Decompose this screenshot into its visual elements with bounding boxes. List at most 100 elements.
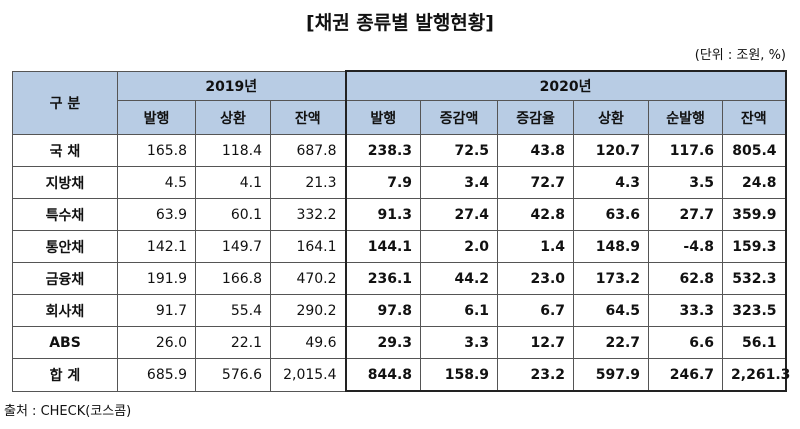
cell-value: 91.7 (117, 294, 196, 327)
cell-value: 7.9 (344, 166, 422, 199)
cell-value: 236.1 (344, 262, 422, 295)
row-label: 국 채 (12, 134, 118, 167)
cell-value: 805.4 (722, 134, 787, 167)
cell-value: 359.9 (722, 198, 787, 231)
cell-value: 120.7 (573, 134, 650, 167)
unit-note: (단위 : 조원, %) (694, 48, 786, 63)
cell-value: 290.2 (269, 294, 347, 327)
table-row: ABS 26.0 22.1 49.6 29.3 3.3 12.7 22.7 6.6 56.1 (12, 326, 787, 359)
cell-value: 91.3 (344, 198, 422, 231)
cell-value: 63.6 (573, 198, 650, 231)
cell-value: 159.3 (722, 230, 787, 263)
cell-value: 26.0 (117, 326, 196, 359)
cell-value: 24.8 (722, 166, 787, 199)
cell-value: 43.8 (497, 134, 575, 167)
column-header: 발행 (117, 100, 196, 135)
cell-value: 164.1 (269, 230, 347, 263)
cell-value: 72.5 (420, 134, 499, 167)
cell-value: 49.6 (269, 326, 347, 359)
cell-value: 55.4 (195, 294, 271, 327)
cell-value: 63.9 (117, 198, 196, 231)
cell-value: 687.8 (269, 134, 347, 167)
row-label: 지방채 (12, 166, 118, 199)
column-header: 증감액 (420, 100, 499, 135)
cell-value: 117.6 (648, 134, 724, 167)
cell-value: 97.8 (344, 294, 422, 327)
cell-value: 6.1 (420, 294, 499, 327)
cell-value: 173.2 (573, 262, 650, 295)
cell-value: 470.2 (269, 262, 347, 295)
cell-value: 62.8 (648, 262, 724, 295)
row-label: ABS (12, 326, 118, 359)
table-row: 합 계 685.9 576.6 2,015.4 844.8 158.9 23.2 597.9 2… (12, 358, 790, 392)
cell-value: 27.7 (648, 198, 724, 231)
cell-value: 60.1 (195, 198, 271, 231)
bond-table: 구 분 2019년 2020년 발행 상환 잔액 발행 증감액 증감율 상환 순발행 잔액 국 채 165… (12, 70, 790, 392)
cell-value: 149.7 (195, 230, 271, 263)
table-row: 지방채 4.5 4.1 21.3 7.9 3.4 72.7 4.3 3.5 24.8 (12, 166, 787, 199)
cell-value: 246.7 (648, 358, 724, 392)
cell-value: 118.4 (195, 134, 271, 167)
cell-value: 148.9 (573, 230, 650, 263)
cell-value: 4.3 (573, 166, 650, 199)
row-label: 통안채 (12, 230, 118, 263)
cell-value: 6.7 (497, 294, 575, 327)
cell-value: 2.0 (420, 230, 499, 263)
cell-value: 64.5 (573, 294, 650, 327)
column-header: 발행 (344, 100, 422, 135)
table-row: 국 채 165.8 118.4 687.8 238.3 72.5 43.8 120.7 117.… (12, 134, 787, 167)
cell-value: 158.9 (420, 358, 499, 392)
cell-value: 33.3 (648, 294, 724, 327)
cell-value: 12.7 (497, 326, 575, 359)
cell-value: 2,015.4 (269, 358, 347, 392)
column-header: 순발행 (648, 100, 724, 135)
cell-value: 4.1 (195, 166, 271, 199)
cell-value: 3.4 (420, 166, 499, 199)
cell-value: 44.2 (420, 262, 499, 295)
cell-value: 597.9 (573, 358, 650, 392)
cell-value: 844.8 (344, 358, 422, 392)
column-header: 잔액 (269, 100, 347, 135)
group-header: 2020년 (344, 70, 787, 101)
column-header: 상환 (195, 100, 271, 135)
cell-value: 29.3 (344, 326, 422, 359)
group-header: 2019년 (116, 70, 347, 101)
corner-header: 구 분 (12, 70, 118, 135)
cell-value: 4.5 (117, 166, 196, 199)
cell-value: 72.7 (497, 166, 575, 199)
cell-value: 23.2 (497, 358, 575, 392)
column-header: 상환 (573, 100, 650, 135)
cell-value: 22.7 (573, 326, 650, 359)
cell-value: 166.8 (195, 262, 271, 295)
row-label: 특수채 (12, 198, 118, 231)
row-label: 금융채 (12, 262, 118, 295)
cell-value: 56.1 (722, 326, 787, 359)
cell-value: -4.8 (648, 230, 724, 263)
row-label: 합 계 (12, 358, 118, 392)
table-row: 발행 상환 잔액 발행 증감액 증감율 상환 순발행 잔액 (13, 100, 787, 135)
cell-value: 685.9 (117, 358, 196, 392)
cell-value: 532.3 (722, 262, 787, 295)
cell-value: 2,261.3 (722, 358, 790, 392)
title: [채권 종류별 발행현황] (306, 12, 494, 34)
cell-value: 191.9 (117, 262, 196, 295)
cell-value: 238.3 (344, 134, 422, 167)
cell-value: 1.4 (497, 230, 575, 263)
cell-value: 144.1 (344, 230, 422, 263)
cell-value: 323.5 (722, 294, 787, 327)
cell-value: 23.0 (497, 262, 575, 295)
cell-value: 3.5 (648, 166, 724, 199)
column-header: 증감율 (497, 100, 575, 135)
table-row: 회사채 91.7 55.4 290.2 97.8 6.1 6.7 64.5 33.3 323.5 (12, 294, 787, 327)
cell-value: 27.4 (420, 198, 499, 231)
source-note: 출처 : CHECK(코스콤) (4, 404, 132, 419)
cell-value: 22.1 (195, 326, 271, 359)
cell-value: 3.3 (420, 326, 499, 359)
table-row: 통안채 142.1 149.7 164.1 144.1 2.0 1.4 148.9 -4.8 15… (12, 230, 787, 263)
table-row: 금융채 191.9 166.8 470.2 236.1 44.2 23.0 173.2 62.8… (12, 262, 787, 295)
cell-value: 142.1 (117, 230, 196, 263)
cell-value: 6.6 (648, 326, 724, 359)
column-header: 잔액 (722, 100, 787, 135)
cell-value: 21.3 (269, 166, 347, 199)
cell-value: 332.2 (269, 198, 347, 231)
